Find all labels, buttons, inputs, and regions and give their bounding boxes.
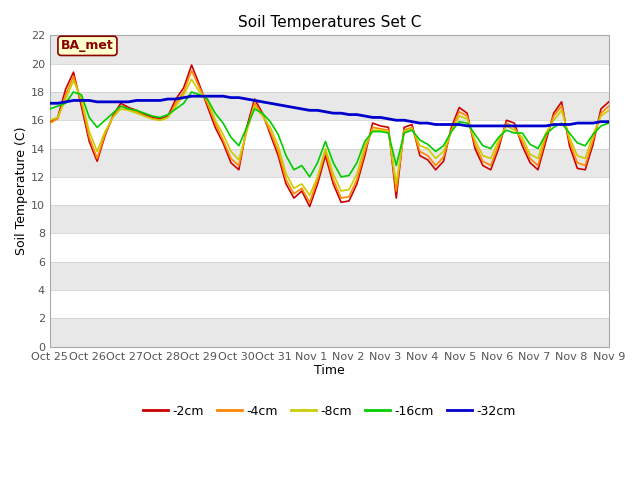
-4cm	[306, 200, 314, 205]
Bar	[50, 36, 609, 64]
-32cm	[46, 100, 54, 106]
-32cm	[188, 93, 195, 99]
-4cm	[46, 120, 54, 126]
-8cm	[125, 108, 132, 113]
-2cm	[46, 119, 54, 124]
-32cm	[432, 121, 440, 127]
-4cm	[605, 103, 612, 109]
-8cm	[306, 192, 314, 198]
-4cm	[573, 160, 581, 166]
-32cm	[605, 119, 612, 124]
-2cm	[306, 204, 314, 209]
-4cm	[125, 106, 132, 112]
-8cm	[416, 143, 424, 149]
-8cm	[188, 76, 195, 82]
-4cm	[243, 127, 250, 133]
Bar	[50, 262, 609, 290]
Bar	[50, 120, 609, 149]
-16cm	[416, 137, 424, 143]
-8cm	[243, 129, 250, 134]
-32cm	[243, 96, 250, 102]
-2cm	[188, 62, 195, 68]
Legend: -2cm, -4cm, -8cm, -16cm, -32cm: -2cm, -4cm, -8cm, -16cm, -32cm	[138, 400, 521, 423]
-16cm	[573, 140, 581, 146]
-2cm	[605, 99, 612, 105]
Line: -16cm: -16cm	[50, 92, 609, 177]
-2cm	[377, 123, 385, 129]
Line: -2cm: -2cm	[50, 65, 609, 206]
-32cm	[408, 119, 416, 124]
-32cm	[369, 115, 376, 120]
-8cm	[440, 148, 447, 154]
-16cm	[243, 124, 250, 130]
-2cm	[416, 153, 424, 158]
-32cm	[125, 99, 132, 105]
Bar	[50, 177, 609, 205]
-2cm	[440, 158, 447, 164]
Line: -4cm: -4cm	[50, 71, 609, 203]
Bar	[50, 318, 609, 347]
-16cm	[440, 143, 447, 149]
-4cm	[416, 148, 424, 154]
-16cm	[46, 106, 54, 112]
-16cm	[70, 89, 77, 95]
-4cm	[188, 68, 195, 73]
X-axis label: Time: Time	[314, 364, 345, 377]
Bar	[50, 149, 609, 177]
-2cm	[125, 105, 132, 110]
-16cm	[132, 108, 140, 113]
Y-axis label: Soil Temperature (C): Soil Temperature (C)	[15, 127, 28, 255]
-8cm	[605, 108, 612, 113]
-8cm	[46, 118, 54, 123]
-32cm	[573, 120, 581, 126]
Bar	[50, 205, 609, 233]
Bar	[50, 64, 609, 92]
-2cm	[573, 166, 581, 171]
Bar	[50, 233, 609, 262]
-8cm	[573, 153, 581, 158]
-4cm	[377, 126, 385, 132]
-4cm	[440, 154, 447, 160]
-16cm	[306, 174, 314, 180]
-32cm	[463, 123, 471, 129]
-8cm	[377, 127, 385, 133]
Text: BA_met: BA_met	[61, 39, 114, 52]
Bar	[50, 92, 609, 120]
Line: -8cm: -8cm	[50, 79, 609, 195]
Bar	[50, 290, 609, 318]
Title: Soil Temperatures Set C: Soil Temperatures Set C	[237, 15, 421, 30]
Line: -32cm: -32cm	[50, 96, 609, 126]
-2cm	[243, 124, 250, 130]
-16cm	[605, 120, 612, 126]
-16cm	[377, 129, 385, 134]
